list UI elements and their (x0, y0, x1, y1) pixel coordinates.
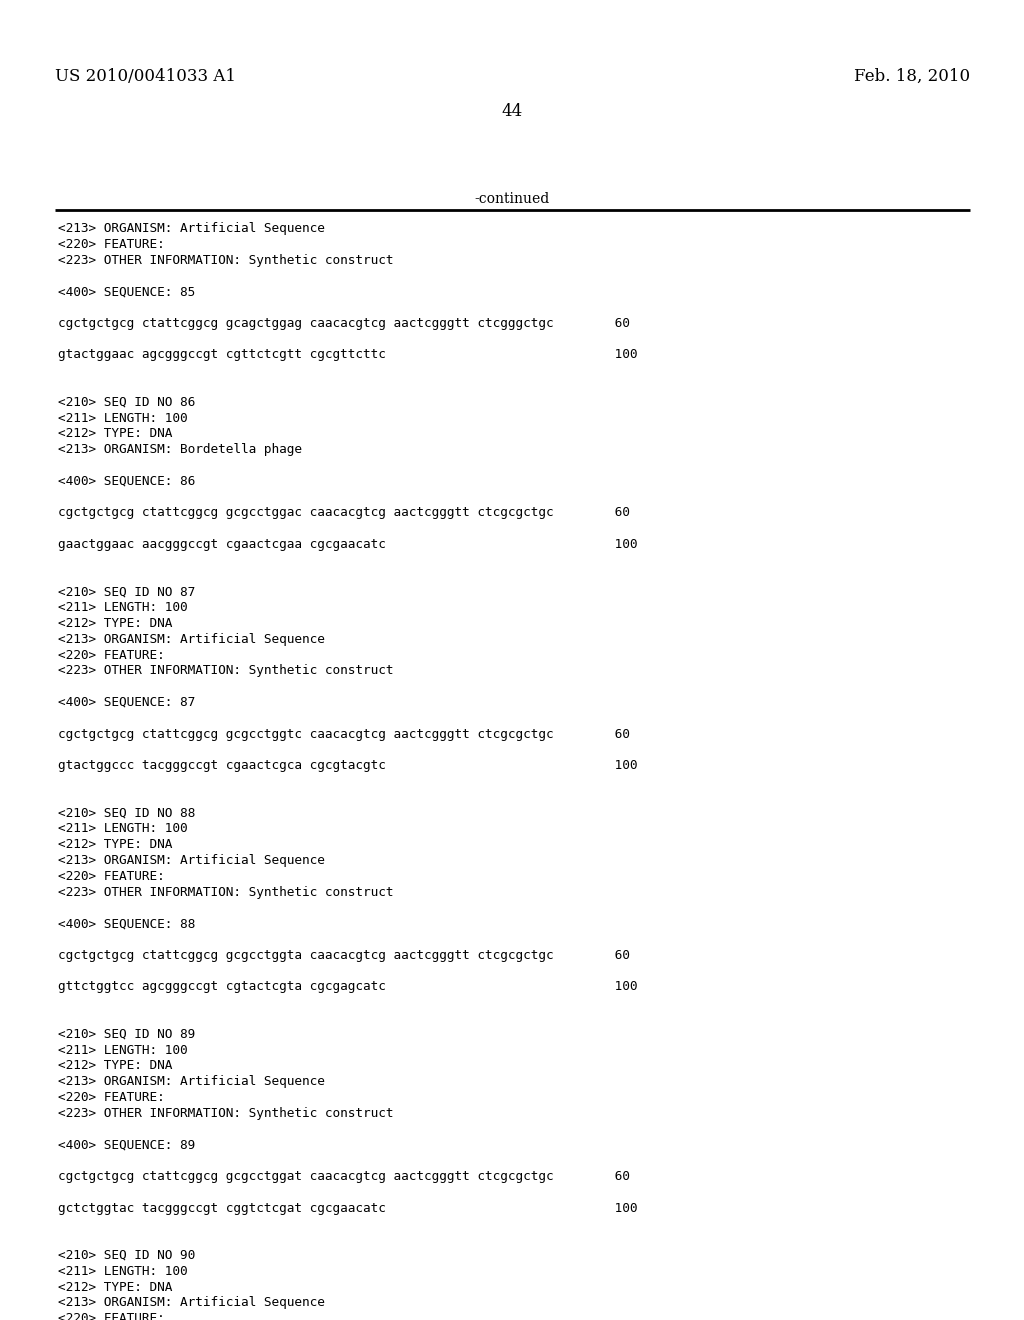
Text: <213> ORGANISM: Bordetella phage: <213> ORGANISM: Bordetella phage (58, 444, 302, 457)
Text: <400> SEQUENCE: 87: <400> SEQUENCE: 87 (58, 696, 196, 709)
Text: <212> TYPE: DNA: <212> TYPE: DNA (58, 1060, 172, 1072)
Text: <213> ORGANISM: Artificial Sequence: <213> ORGANISM: Artificial Sequence (58, 854, 325, 867)
Text: <211> LENGTH: 100: <211> LENGTH: 100 (58, 822, 187, 836)
Text: <220> FEATURE:: <220> FEATURE: (58, 1092, 165, 1104)
Text: <212> TYPE: DNA: <212> TYPE: DNA (58, 428, 172, 441)
Text: <400> SEQUENCE: 88: <400> SEQUENCE: 88 (58, 917, 196, 931)
Text: gctctggtac tacgggccgt cggtctcgat cgcgaacatc                              100: gctctggtac tacgggccgt cggtctcgat cgcgaac… (58, 1201, 638, 1214)
Text: <220> FEATURE:: <220> FEATURE: (58, 238, 165, 251)
Text: <220> FEATURE:: <220> FEATURE: (58, 870, 165, 883)
Text: <223> OTHER INFORMATION: Synthetic construct: <223> OTHER INFORMATION: Synthetic const… (58, 253, 393, 267)
Text: <400> SEQUENCE: 89: <400> SEQUENCE: 89 (58, 1138, 196, 1151)
Text: <213> ORGANISM: Artificial Sequence: <213> ORGANISM: Artificial Sequence (58, 632, 325, 645)
Text: <400> SEQUENCE: 86: <400> SEQUENCE: 86 (58, 475, 196, 488)
Text: Feb. 18, 2010: Feb. 18, 2010 (854, 69, 970, 84)
Text: <210> SEQ ID NO 88: <210> SEQ ID NO 88 (58, 807, 196, 820)
Text: <211> LENGTH: 100: <211> LENGTH: 100 (58, 601, 187, 614)
Text: cgctgctgcg ctattcggcg gcagctggag caacacgtcg aactcgggtt ctcgggctgc        60: cgctgctgcg ctattcggcg gcagctggag caacacg… (58, 317, 630, 330)
Text: 44: 44 (502, 103, 522, 120)
Text: <213> ORGANISM: Artificial Sequence: <213> ORGANISM: Artificial Sequence (58, 222, 325, 235)
Text: <220> FEATURE:: <220> FEATURE: (58, 1312, 165, 1320)
Text: <223> OTHER INFORMATION: Synthetic construct: <223> OTHER INFORMATION: Synthetic const… (58, 1106, 393, 1119)
Text: <213> ORGANISM: Artificial Sequence: <213> ORGANISM: Artificial Sequence (58, 1076, 325, 1088)
Text: cgctgctgcg ctattcggcg gcgcctggtc caacacgtcg aactcgggtt ctcgcgctgc        60: cgctgctgcg ctattcggcg gcgcctggtc caacacg… (58, 727, 630, 741)
Text: <212> TYPE: DNA: <212> TYPE: DNA (58, 1280, 172, 1294)
Text: US 2010/0041033 A1: US 2010/0041033 A1 (55, 69, 236, 84)
Text: -continued: -continued (474, 191, 550, 206)
Text: <213> ORGANISM: Artificial Sequence: <213> ORGANISM: Artificial Sequence (58, 1296, 325, 1309)
Text: <220> FEATURE:: <220> FEATURE: (58, 648, 165, 661)
Text: <211> LENGTH: 100: <211> LENGTH: 100 (58, 1044, 187, 1056)
Text: cgctgctgcg ctattcggcg gcgcctggat caacacgtcg aactcgggtt ctcgcgctgc        60: cgctgctgcg ctattcggcg gcgcctggat caacacg… (58, 1170, 630, 1183)
Text: <210> SEQ ID NO 87: <210> SEQ ID NO 87 (58, 585, 196, 598)
Text: <210> SEQ ID NO 86: <210> SEQ ID NO 86 (58, 396, 196, 409)
Text: gtactggccc tacgggccgt cgaactcgca cgcgtacgtc                              100: gtactggccc tacgggccgt cgaactcgca cgcgtac… (58, 759, 638, 772)
Text: <212> TYPE: DNA: <212> TYPE: DNA (58, 838, 172, 851)
Text: gtactggaac agcgggccgt cgttctcgtt cgcgttcttc                              100: gtactggaac agcgggccgt cgttctcgtt cgcgttc… (58, 348, 638, 362)
Text: <223> OTHER INFORMATION: Synthetic construct: <223> OTHER INFORMATION: Synthetic const… (58, 886, 393, 899)
Text: <211> LENGTH: 100: <211> LENGTH: 100 (58, 412, 187, 425)
Text: <211> LENGTH: 100: <211> LENGTH: 100 (58, 1265, 187, 1278)
Text: cgctgctgcg ctattcggcg gcgcctggac caacacgtcg aactcgggtt ctcgcgctgc        60: cgctgctgcg ctattcggcg gcgcctggac caacacg… (58, 507, 630, 519)
Text: gttctggtcc agcgggccgt cgtactcgta cgcgagcatc                              100: gttctggtcc agcgggccgt cgtactcgta cgcgagc… (58, 981, 638, 994)
Text: <400> SEQUENCE: 85: <400> SEQUENCE: 85 (58, 285, 196, 298)
Text: <210> SEQ ID NO 89: <210> SEQ ID NO 89 (58, 1028, 196, 1040)
Text: gaactggaac aacgggccgt cgaactcgaa cgcgaacatc                              100: gaactggaac aacgggccgt cgaactcgaa cgcgaac… (58, 539, 638, 550)
Text: <212> TYPE: DNA: <212> TYPE: DNA (58, 616, 172, 630)
Text: <210> SEQ ID NO 90: <210> SEQ ID NO 90 (58, 1249, 196, 1262)
Text: <223> OTHER INFORMATION: Synthetic construct: <223> OTHER INFORMATION: Synthetic const… (58, 664, 393, 677)
Text: cgctgctgcg ctattcggcg gcgcctggta caacacgtcg aactcgggtt ctcgcgctgc        60: cgctgctgcg ctattcggcg gcgcctggta caacacg… (58, 949, 630, 962)
